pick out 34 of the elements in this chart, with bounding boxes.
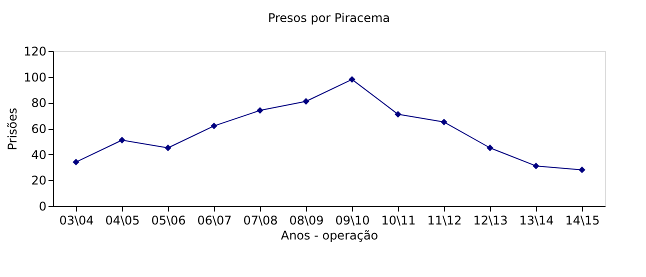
y-tick-label: 100 — [24, 70, 46, 84]
y-tick-label: 20 — [31, 174, 46, 188]
x-tick-label: 13\14 — [519, 214, 554, 228]
x-tick-label: 05\06 — [151, 214, 186, 228]
point — [348, 76, 356, 83]
y-axis-title: Prisões — [6, 108, 20, 150]
x-tick-label: 07\08 — [243, 214, 278, 228]
y-tick-label: 80 — [31, 96, 46, 110]
point — [440, 118, 448, 126]
x-tick-label: 06\07 — [197, 214, 232, 228]
y-tick-label: 0 — [38, 200, 46, 214]
point — [118, 136, 126, 144]
point — [164, 144, 172, 152]
point — [486, 144, 494, 152]
x-axis-title: Anos - operação — [280, 228, 378, 242]
y-tick-label: 120 — [24, 44, 46, 58]
y-tick-label: 60 — [31, 122, 46, 136]
point — [256, 107, 264, 114]
point — [210, 122, 218, 130]
x-tick-label: 10\11 — [381, 214, 416, 228]
x-tick-label: 12\13 — [473, 214, 508, 228]
point — [532, 162, 540, 170]
x-tick-label: 11\12 — [427, 214, 462, 228]
point — [394, 110, 402, 118]
x-tick-label: 08\09 — [289, 214, 324, 228]
x-tick-label: 03\04 — [59, 214, 94, 228]
point — [302, 98, 310, 105]
x-tick-label: 09\10 — [335, 214, 370, 228]
x-tick-label: 04\05 — [105, 214, 140, 228]
y-tick-label: 40 — [31, 148, 46, 162]
point — [578, 166, 586, 174]
chart-title: Presos por Piracema — [268, 11, 390, 25]
point — [72, 158, 80, 166]
x-tick-label: 14\15 — [565, 214, 600, 228]
